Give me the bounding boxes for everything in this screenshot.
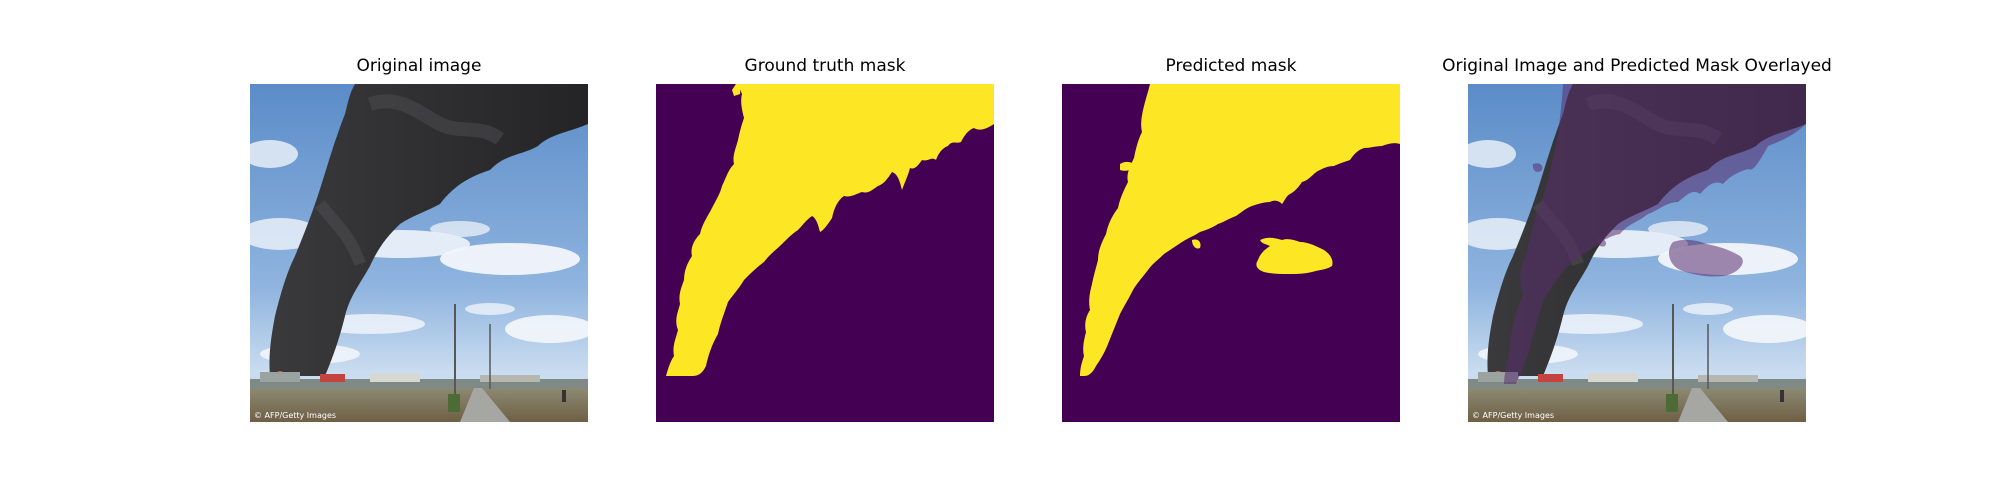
- original-image: © AFP/Getty Images: [250, 84, 588, 422]
- predicted-mask: [1062, 84, 1400, 422]
- predicted-mask-title: Predicted mask: [1165, 56, 1297, 76]
- overlay-image: © AFP/Getty Images: [1468, 84, 1806, 422]
- overlay-title: Original Image and Predicted Mask Overla…: [1442, 56, 1832, 76]
- ground-truth-mask: [656, 84, 994, 422]
- watermark: © AFP/Getty Images: [1472, 411, 1554, 420]
- watermark: © AFP/Getty Images: [254, 411, 336, 420]
- original-image-title: Original image: [356, 56, 482, 76]
- ground-truth-mask-title: Ground truth mask: [744, 56, 906, 76]
